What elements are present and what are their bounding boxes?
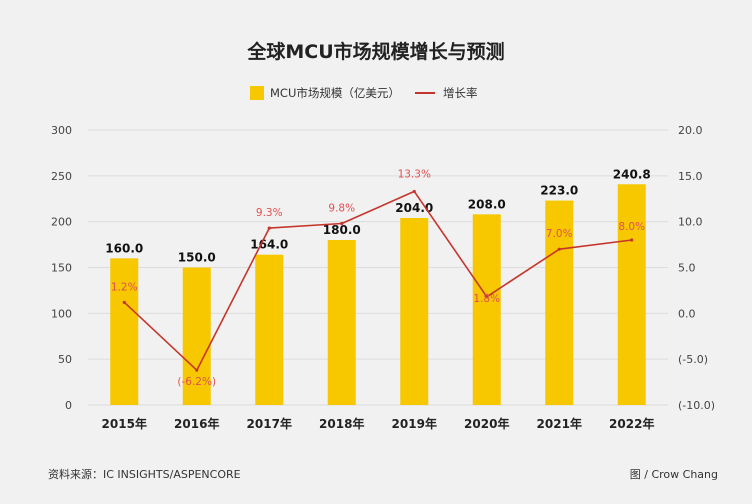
x-tick-label: 2017年 xyxy=(247,416,292,431)
gridlines xyxy=(88,129,668,406)
y-tick-label: 150 xyxy=(51,262,72,275)
growth-rate-point xyxy=(630,238,634,242)
chart-title: 全球MCU市场规模增长与预测 xyxy=(246,40,504,63)
growth-rate-labels: 1.2% (-6.2%) 9.3% 9.8% 13.3% 1.8% 7.0% 8.0% xyxy=(111,168,645,388)
growth-rate-point xyxy=(340,221,344,226)
bar-series xyxy=(110,184,646,405)
growth-rate-label: (-6.2%) xyxy=(177,376,216,388)
y2-tick-label: 0.0 xyxy=(678,307,696,320)
y-tick-label: 100 xyxy=(51,307,72,320)
bar-value-label: 240.8 xyxy=(613,167,651,181)
growth-rate-point xyxy=(267,226,271,230)
y2-tick-label: 5.0 xyxy=(678,262,696,275)
bar-value-label: 180.0 xyxy=(323,223,361,237)
bar xyxy=(400,218,429,405)
y-axis-right: (-10.0) (-5.0) 0.0 5.0 10.0 15.0 20.0 xyxy=(678,124,715,412)
bar-value-label: 223.0 xyxy=(540,184,578,198)
bar-value-label: 160.0 xyxy=(105,241,143,255)
growth-rate-label: 9.8% xyxy=(328,203,355,215)
growth-rate-point xyxy=(412,189,416,194)
legend: MCU市场规模（亿美元） 增长率 xyxy=(250,86,478,100)
y-tick-label: 200 xyxy=(51,216,72,229)
bar-value-label: 164.0 xyxy=(250,238,288,252)
growth-rate-label: 13.3% xyxy=(398,168,431,180)
y-tick-label: 0 xyxy=(65,399,72,412)
bar-value-label: 150.0 xyxy=(178,251,216,265)
bar xyxy=(182,267,211,405)
x-tick-label: 2021年 xyxy=(537,416,582,431)
growth-rate-label: 7.0% xyxy=(546,228,573,240)
growth-rate-point xyxy=(122,300,126,304)
bar xyxy=(545,200,574,405)
bar xyxy=(472,214,501,405)
x-tick-label: 2022年 xyxy=(609,416,654,431)
legend-line-label: 增长率 xyxy=(443,86,478,100)
x-tick-label: 2018年 xyxy=(319,416,364,431)
y-axis-left: 0 50 100 150 200 250 300 xyxy=(51,124,72,412)
x-tick-label: 2019年 xyxy=(392,416,437,431)
bar-value-labels: 160.0 150.0 164.0 180.0 204.0 208.0 223.0 240.8 xyxy=(105,167,650,264)
y2-tick-label: (-10.0) xyxy=(678,399,715,412)
growth-rate-point xyxy=(557,247,561,251)
growth-rate-label: 1.2% xyxy=(111,281,138,293)
y2-tick-label: (-5.0) xyxy=(678,353,708,366)
x-axis: 2015年 2016年 2017年 2018年 2019年 2020年 2021年 2022年 xyxy=(102,416,655,431)
growth-rate-line xyxy=(123,190,632,372)
legend-bar-swatch xyxy=(250,86,264,100)
y-tick-label: 50 xyxy=(58,353,72,366)
growth-rate-label: 9.3% xyxy=(256,207,283,219)
y-tick-label: 300 xyxy=(51,124,72,137)
legend-bar-label: MCU市场规模（亿美元） xyxy=(270,86,400,100)
x-tick-label: 2015年 xyxy=(102,416,147,431)
growth-rate-point xyxy=(485,295,489,299)
growth-rate-series xyxy=(122,189,634,372)
bar xyxy=(255,254,284,405)
y2-tick-label: 10.0 xyxy=(678,216,703,229)
bar xyxy=(617,184,646,405)
growth-rate-label: 1.8% xyxy=(473,293,500,305)
x-tick-label: 2016年 xyxy=(174,416,219,431)
growth-rate-point xyxy=(195,368,199,372)
source-note: 资料来源：IC INSIGHTS/ASPENCORE xyxy=(48,467,241,481)
bar xyxy=(327,240,356,405)
bar xyxy=(110,258,139,405)
bar-value-label: 208.0 xyxy=(468,197,506,211)
growth-rate-label: 8.0% xyxy=(618,221,645,233)
y2-tick-label: 20.0 xyxy=(678,124,703,137)
bar-value-label: 204.0 xyxy=(395,201,433,215)
credit-note: 图 / Crow Chang xyxy=(630,468,718,481)
y2-tick-label: 15.0 xyxy=(678,170,703,183)
y-tick-label: 250 xyxy=(51,170,72,183)
x-tick-label: 2020年 xyxy=(464,416,509,431)
